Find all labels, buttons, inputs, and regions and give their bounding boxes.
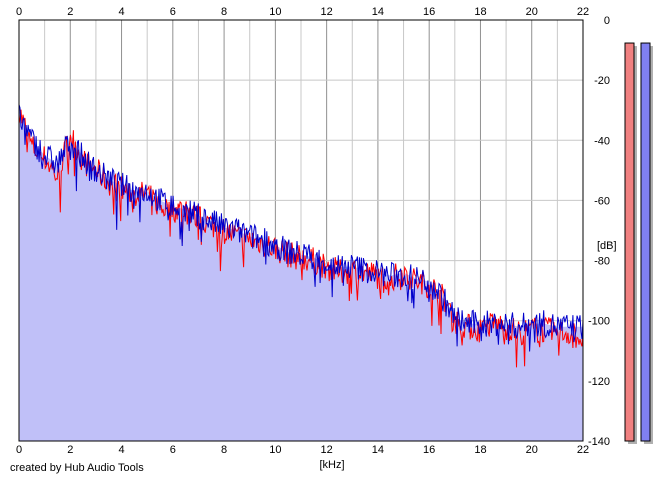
x-tick-label-top: 0 bbox=[16, 6, 22, 18]
tick-labels: 002244668810101212141416161818202022220-… bbox=[16, 6, 610, 456]
x-tick-label-bottom: 10 bbox=[269, 444, 281, 456]
x-tick-label-bottom: 18 bbox=[474, 444, 486, 456]
y-tick-label: -140 bbox=[588, 436, 610, 448]
plot-frame bbox=[18, 19, 584, 442]
x-tick-label-bottom: 14 bbox=[372, 444, 384, 456]
series-layer bbox=[18, 104, 584, 368]
x-tick-label-bottom: 8 bbox=[221, 444, 227, 456]
x-tick-label-top: 12 bbox=[321, 6, 333, 18]
level-meters bbox=[624, 42, 653, 445]
x-tick-label-bottom: 0 bbox=[16, 444, 22, 456]
x-tick-label-bottom: 4 bbox=[118, 444, 124, 456]
y-tick-label: -100 bbox=[588, 316, 610, 328]
spectrum-fill bbox=[19, 110, 583, 441]
y-tick-label: -40 bbox=[594, 135, 610, 147]
x-tick-label-top: 14 bbox=[372, 6, 384, 18]
x-tick-label-bottom: 16 bbox=[423, 444, 435, 456]
series-right-line bbox=[18, 104, 584, 352]
y-tick-label: -20 bbox=[594, 75, 610, 87]
x-tick-label-top: 10 bbox=[269, 6, 281, 18]
x-tick-label-top: 16 bbox=[423, 6, 435, 18]
x-tick-label-top: 4 bbox=[118, 6, 124, 18]
x-tick-label-top: 2 bbox=[67, 6, 73, 18]
y-tick-label: -60 bbox=[594, 195, 610, 207]
spectrum-fill-area bbox=[19, 110, 583, 441]
plot-border bbox=[18, 19, 584, 442]
series-left-line bbox=[18, 109, 584, 368]
y-tick-label: -120 bbox=[588, 376, 610, 388]
y-tick-label: -80 bbox=[594, 256, 610, 268]
x-tick-label-bottom: 2 bbox=[67, 444, 73, 456]
x-tick-label-top: 18 bbox=[474, 6, 486, 18]
left-level-meter bbox=[624, 42, 635, 442]
y-axis-label: [dB] bbox=[597, 240, 617, 252]
y-tick-label: 0 bbox=[604, 15, 610, 27]
x-axis-label: [kHz] bbox=[319, 459, 344, 471]
x-tick-label-bottom: 12 bbox=[321, 444, 333, 456]
x-tick-label-bottom: 6 bbox=[170, 444, 176, 456]
x-tick-label-top: 6 bbox=[170, 6, 176, 18]
right-level-meter bbox=[640, 42, 651, 442]
x-tick-label-top: 8 bbox=[221, 6, 227, 18]
credit-text: created by Hub Audio Tools bbox=[10, 462, 144, 474]
x-tick-label-top: 20 bbox=[526, 6, 538, 18]
x-tick-label-bottom: 22 bbox=[577, 444, 589, 456]
x-tick-label-bottom: 20 bbox=[526, 444, 538, 456]
x-tick-label-top: 22 bbox=[577, 6, 589, 18]
